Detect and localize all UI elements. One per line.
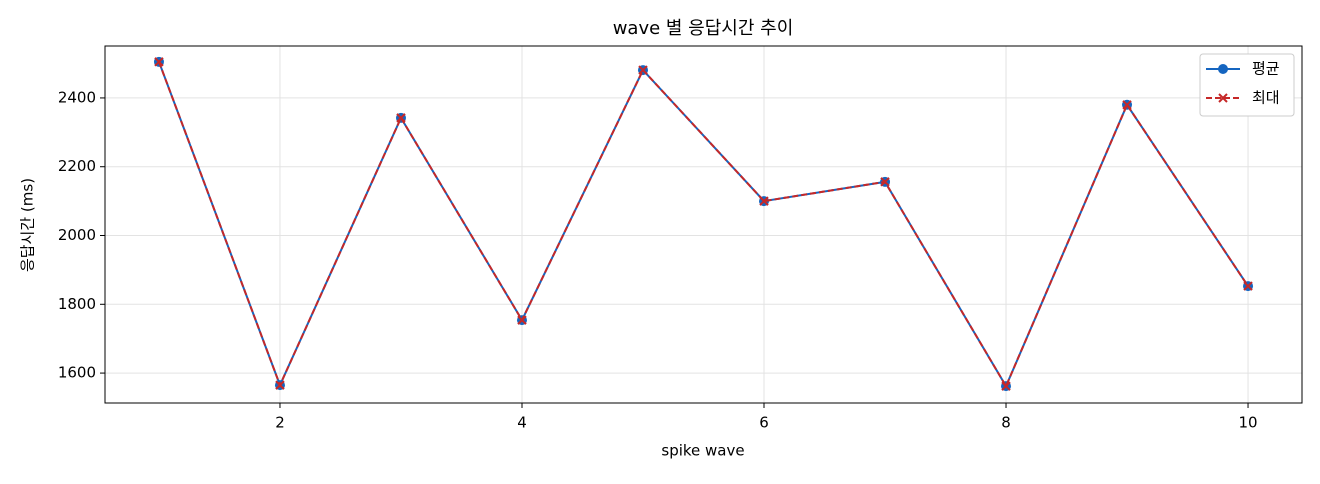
x-tick-label: 2 [275, 414, 285, 432]
legend-box [1199, 53, 1295, 117]
data-point [275, 380, 285, 390]
marker-cross [1001, 381, 1011, 391]
y-tick-label: 2200 [58, 157, 96, 175]
y-axis-label: 응답시간 (ms) [19, 178, 37, 272]
legend-marker [1218, 64, 1228, 74]
data-point [517, 315, 527, 325]
marker-cross [517, 315, 527, 325]
y-tick-label: 2400 [58, 88, 96, 106]
marker-cross [275, 380, 285, 390]
data-point [638, 65, 648, 75]
plot-frame [104, 45, 1303, 404]
data-point [1243, 281, 1253, 291]
marker-cross [396, 113, 406, 123]
marker-cross [1218, 93, 1228, 103]
data-point [396, 113, 406, 123]
data-point [759, 196, 769, 206]
x-tick-label: 10 [1238, 414, 1257, 432]
marker-cross [1122, 100, 1132, 110]
marker-cross [638, 65, 648, 75]
data-point [154, 57, 164, 67]
legend-marker [1218, 93, 1228, 103]
data-point [1122, 100, 1132, 110]
data-point [880, 177, 890, 187]
legend-label: 평균 [1252, 60, 1280, 78]
chart-title: wave 별 응답시간 추이 [613, 18, 794, 39]
x-tick-label: 4 [517, 414, 527, 432]
y-tick-label: 1800 [58, 295, 96, 313]
x-tick-label: 8 [1001, 414, 1011, 432]
y-tick-label: 1600 [58, 364, 96, 382]
x-axis-label: spike wave [661, 442, 744, 460]
series-line [158, 61, 1249, 389]
marker-cross [759, 196, 769, 206]
data-point [1001, 381, 1011, 391]
legend-label: 최대 [1252, 89, 1280, 107]
marker-cross [880, 177, 890, 187]
x-tick-label: 6 [759, 414, 769, 432]
marker-cross [154, 57, 164, 67]
y-tick-label: 2000 [58, 226, 96, 244]
marker-cross [1243, 281, 1253, 291]
